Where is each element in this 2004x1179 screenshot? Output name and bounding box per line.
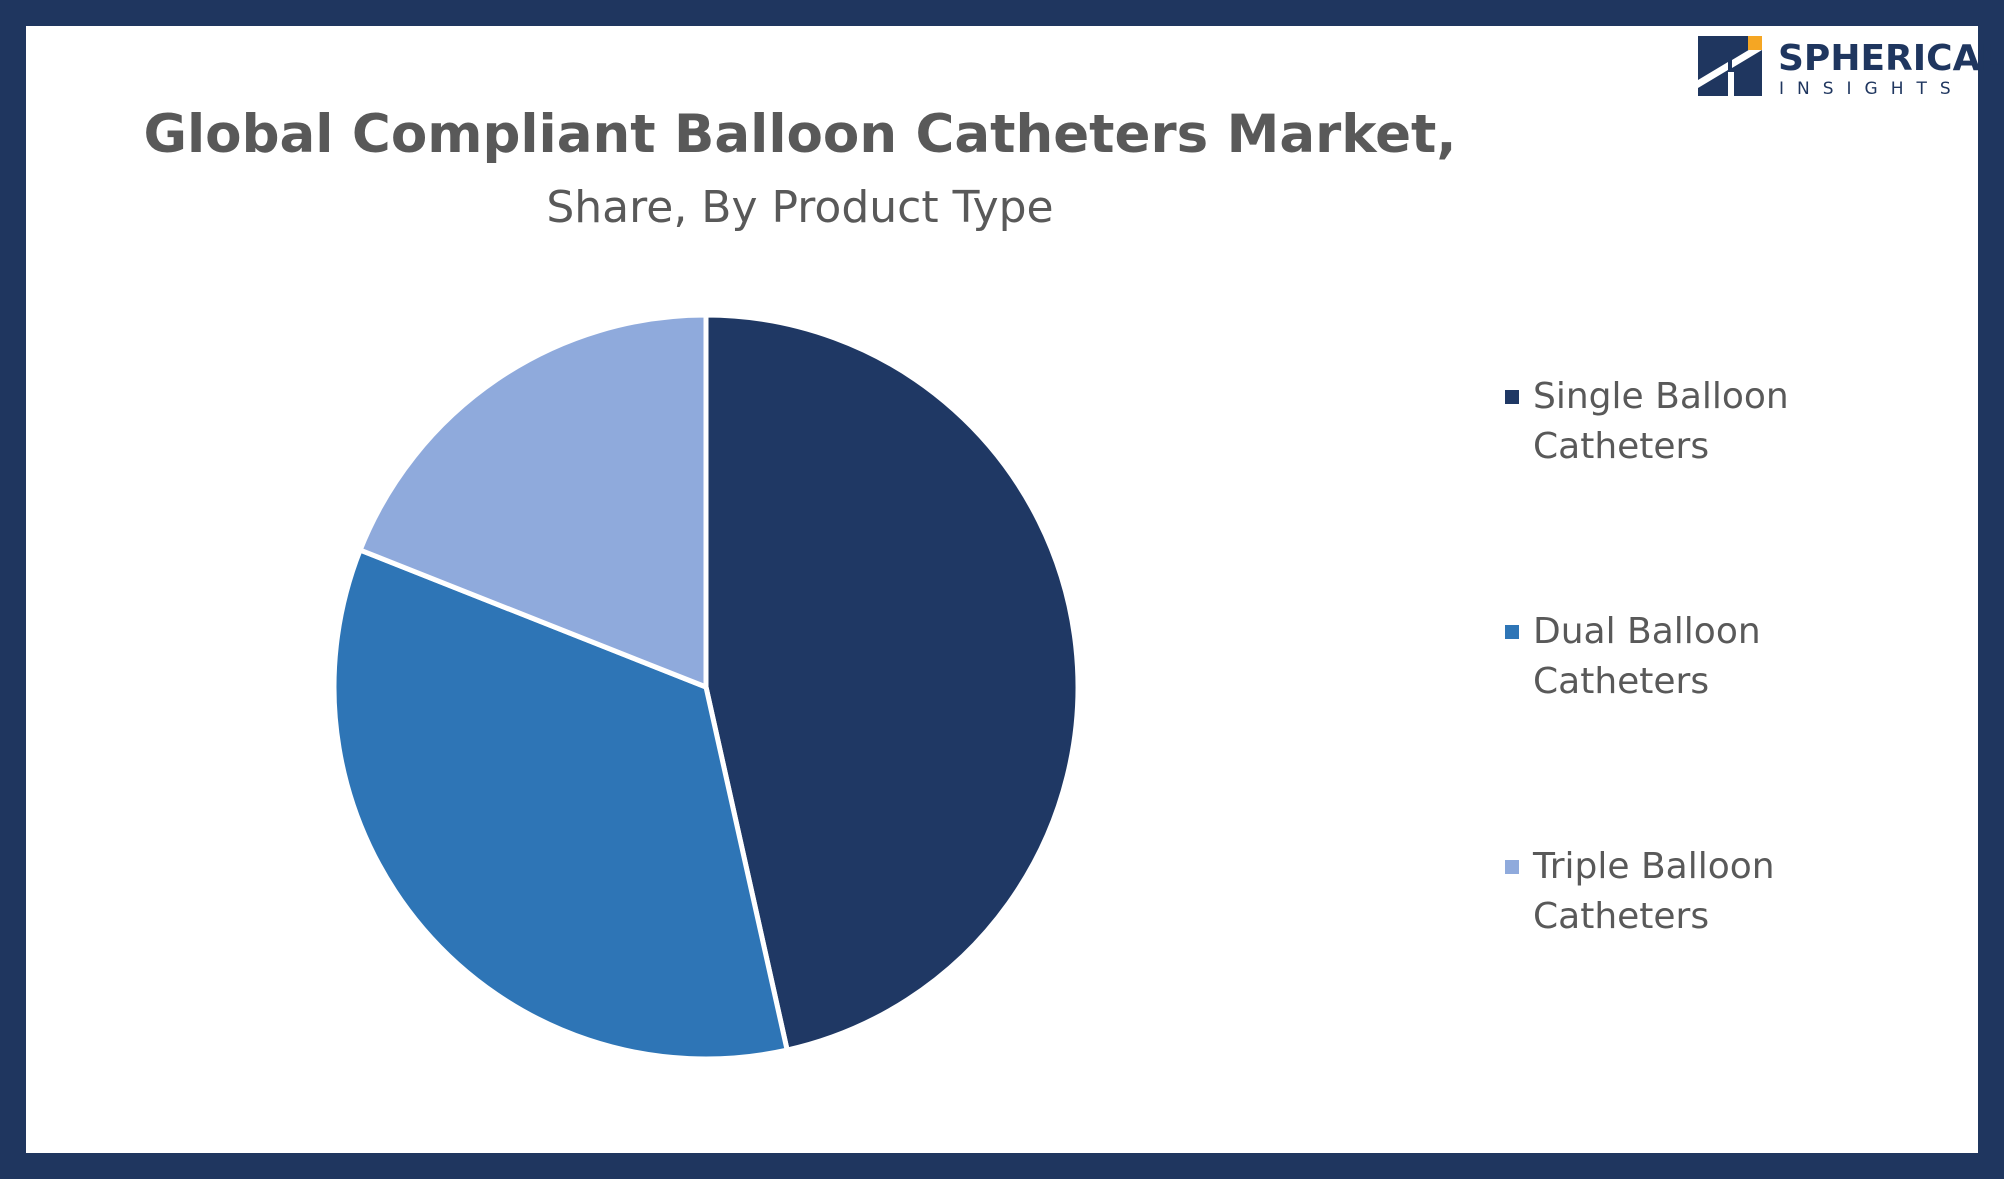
brand-tagline: INSIGHTS <box>1779 79 1964 99</box>
legend-label: Dual Balloon Catheters <box>1533 611 1761 702</box>
legend-label: Triple Balloon Catheters <box>1533 846 1775 937</box>
legend-swatch <box>1505 625 1519 639</box>
chart-subtitle: Share, By Product Type <box>546 182 1054 233</box>
pie-slice-triple-balloon-catheters <box>357 312 709 690</box>
legend-label: Single Balloon Catheters <box>1533 376 1789 467</box>
legend-swatch <box>1505 390 1519 404</box>
pie-slice-dual-balloon-catheters <box>331 547 790 1062</box>
spherical-insights-logo-icon <box>1698 36 1762 96</box>
chart-title: Global Compliant Balloon Catheters Marke… <box>143 104 1457 165</box>
brand-logo: SPHERICAL INSIGHTS <box>1698 36 2003 100</box>
brand-name: SPHERICAL <box>1778 38 2004 79</box>
legend-swatch <box>1505 860 1519 874</box>
pie-slice-single-balloon-catheters <box>703 312 1081 1053</box>
